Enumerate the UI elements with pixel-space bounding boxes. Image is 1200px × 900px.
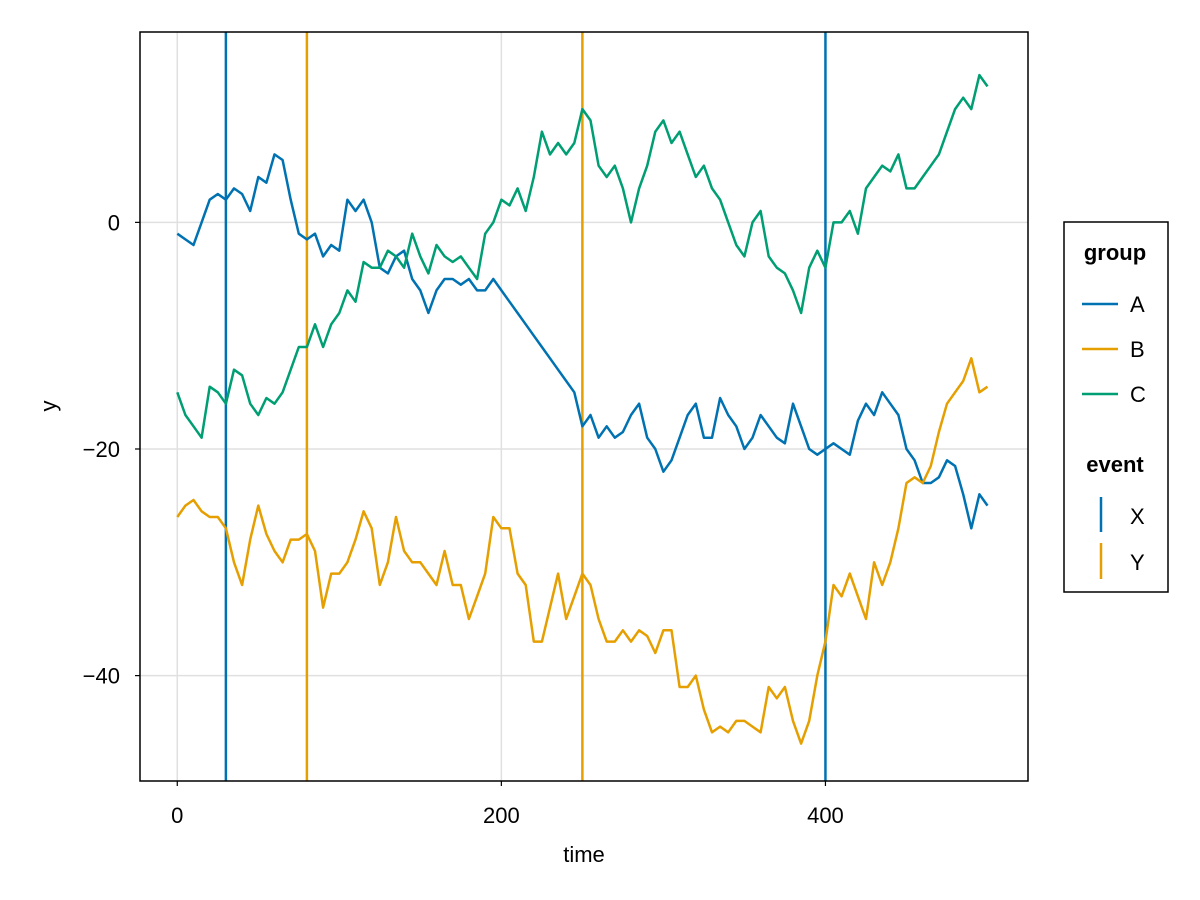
legend-frame bbox=[1063, 221, 1169, 593]
legend-label-x: X bbox=[1130, 504, 1145, 529]
y-tick-label: −40 bbox=[83, 664, 120, 689]
y-tick-label: −20 bbox=[83, 437, 120, 462]
legend: group A B C event X Y bbox=[1063, 221, 1169, 593]
y-axis-label: y bbox=[36, 401, 61, 412]
x-axis-ticks: 0 200 400 bbox=[171, 781, 844, 828]
grid bbox=[140, 32, 1028, 781]
x-tick-label: 200 bbox=[483, 803, 520, 828]
y-tick-label: 0 bbox=[108, 210, 120, 235]
legend-group-title: group bbox=[1084, 240, 1146, 265]
y-axis-ticks: 0 −20 −40 bbox=[83, 210, 140, 689]
plot-frame bbox=[139, 31, 1029, 782]
legend-label-c: C bbox=[1130, 382, 1146, 407]
legend-label-a: A bbox=[1130, 292, 1145, 317]
series-lines bbox=[176, 73, 989, 745]
legend-event-title: event bbox=[1086, 452, 1144, 477]
event-lines bbox=[224, 32, 827, 781]
x-axis-label: time bbox=[563, 842, 605, 867]
legend-label-y: Y bbox=[1130, 550, 1145, 575]
series-line-c bbox=[176, 73, 989, 439]
x-tick-label: 0 bbox=[171, 803, 183, 828]
x-tick-label: 400 bbox=[807, 803, 844, 828]
series-line-b bbox=[176, 357, 989, 745]
series-line-a bbox=[176, 153, 989, 530]
legend-label-b: B bbox=[1130, 337, 1145, 362]
